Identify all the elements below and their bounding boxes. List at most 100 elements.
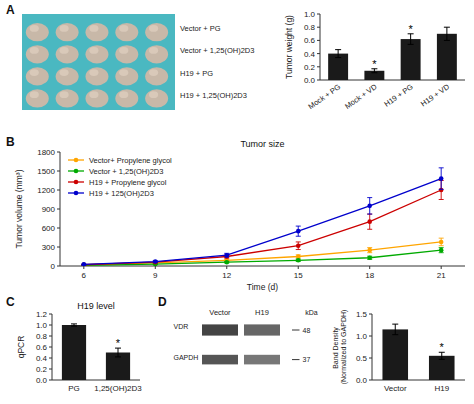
tumor-highlight xyxy=(119,69,128,76)
y-axis-line xyxy=(320,14,321,80)
point xyxy=(153,260,158,265)
y-axis-label-line: Tumor volume (mm³) xyxy=(14,169,24,248)
tumor-highlight xyxy=(89,91,98,98)
point xyxy=(153,259,158,264)
blot-band xyxy=(244,355,280,365)
x-tick xyxy=(369,266,370,269)
point xyxy=(367,219,372,224)
y-tick xyxy=(317,53,320,54)
y-tick xyxy=(57,152,60,153)
y-tick xyxy=(57,228,60,229)
error-bar xyxy=(367,214,372,229)
tumor xyxy=(145,45,168,63)
y-tick-label: 600 xyxy=(42,224,56,233)
series xyxy=(81,168,443,266)
y-tick-label: 0.2 xyxy=(36,365,48,374)
y-tick-label: 0.8 xyxy=(304,23,316,32)
x-tick-label: Vector xyxy=(384,384,407,393)
tumor-highlight xyxy=(89,25,98,32)
y-tick-label: 0.0 xyxy=(304,76,316,85)
y-tick-label: 0.0 xyxy=(356,376,368,385)
tumor xyxy=(115,45,138,63)
error-cap xyxy=(439,359,445,360)
unit-label: kDa xyxy=(305,309,318,316)
legend-marker xyxy=(74,158,79,163)
error-bar xyxy=(296,242,301,250)
y-tick-label: 0 xyxy=(51,262,56,271)
error-cap xyxy=(439,199,444,200)
y-tick xyxy=(317,80,320,81)
x-tick-label: 18 xyxy=(365,271,374,280)
tumor-highlight xyxy=(59,91,68,98)
y-tick xyxy=(317,27,320,28)
legend-label: H19 + Propylene glycol xyxy=(89,178,167,187)
image-panel: AVector + PGVector + 1,25(OH)2D3H19 + PG… xyxy=(6,3,254,110)
tumor-highlight xyxy=(119,91,128,98)
y-tick xyxy=(369,336,372,337)
x-tick xyxy=(441,266,442,269)
tumor xyxy=(26,89,49,107)
x-tick-label: PG xyxy=(68,384,80,393)
point xyxy=(82,262,87,266)
x-tick-label: 9 xyxy=(153,271,158,280)
tumor xyxy=(26,67,49,85)
y-axis-label-line: (Normalized to GAPDH) xyxy=(340,310,348,385)
tumor-highlight xyxy=(59,25,68,32)
error-stem xyxy=(395,324,396,335)
y-tick-label: 1.5 xyxy=(356,310,368,319)
y-tick xyxy=(317,14,320,15)
y-tick-label: 1.2 xyxy=(36,310,48,319)
y-tick xyxy=(49,347,52,348)
error-cap xyxy=(392,334,398,335)
error-bar xyxy=(296,226,301,236)
y-tick-label: 900 xyxy=(42,205,56,214)
y-tick-label: 0.8 xyxy=(36,332,48,341)
error-cap xyxy=(408,44,414,45)
point xyxy=(224,253,229,258)
blot-band xyxy=(202,324,238,335)
error-stem xyxy=(338,50,339,58)
error-stem xyxy=(410,34,411,45)
legend-label: Vector+ Propylene glycol xyxy=(89,156,172,165)
panel-label: A xyxy=(6,3,15,17)
x-tick-label: 6 xyxy=(82,271,87,280)
error-cap xyxy=(296,226,301,227)
blot-panel: DVectorH19kDaVDR48GAPDH37 xyxy=(158,295,318,364)
x-axis-label: Time (d) xyxy=(247,282,278,292)
tumor xyxy=(26,45,49,63)
panel-label: C xyxy=(6,295,15,309)
error-bar xyxy=(439,238,444,246)
image-row-label: Vector + 1,25(OH)2D3 xyxy=(180,46,254,55)
x-tick-label: 12 xyxy=(222,271,231,280)
error-cap xyxy=(367,214,372,215)
y-tick-label: 0.6 xyxy=(36,343,48,352)
tumor-highlight xyxy=(59,69,68,76)
x-tick xyxy=(298,266,299,269)
bar xyxy=(382,329,408,380)
marker-label: 48 xyxy=(303,327,311,334)
chart-title: H19 level xyxy=(77,301,115,311)
y-tick xyxy=(49,369,52,370)
y-tick-label: 0.4 xyxy=(304,50,316,59)
x-tick-label: H19 + VD xyxy=(419,82,451,108)
error-bar xyxy=(224,253,229,257)
series-line xyxy=(84,179,441,265)
error-cap xyxy=(335,49,341,50)
image-background xyxy=(22,14,175,110)
tumor-highlight xyxy=(89,47,98,54)
tumor xyxy=(145,89,168,107)
bar-panel: 0.00.51.01.5Band Density (Normalized to … xyxy=(332,310,465,393)
error-cap xyxy=(335,57,341,58)
point xyxy=(367,204,372,209)
x-tick-label: 21 xyxy=(437,271,446,280)
x-tick-label: Mock + PG xyxy=(307,82,343,111)
y-tick xyxy=(49,380,52,381)
chart-title: Tumor size xyxy=(240,139,284,149)
tumor-highlight xyxy=(119,25,128,32)
tumor-highlight xyxy=(149,91,158,98)
point xyxy=(439,176,444,181)
error-stem xyxy=(441,352,442,359)
y-tick xyxy=(57,171,60,172)
point xyxy=(439,240,444,245)
tumor xyxy=(56,45,79,63)
